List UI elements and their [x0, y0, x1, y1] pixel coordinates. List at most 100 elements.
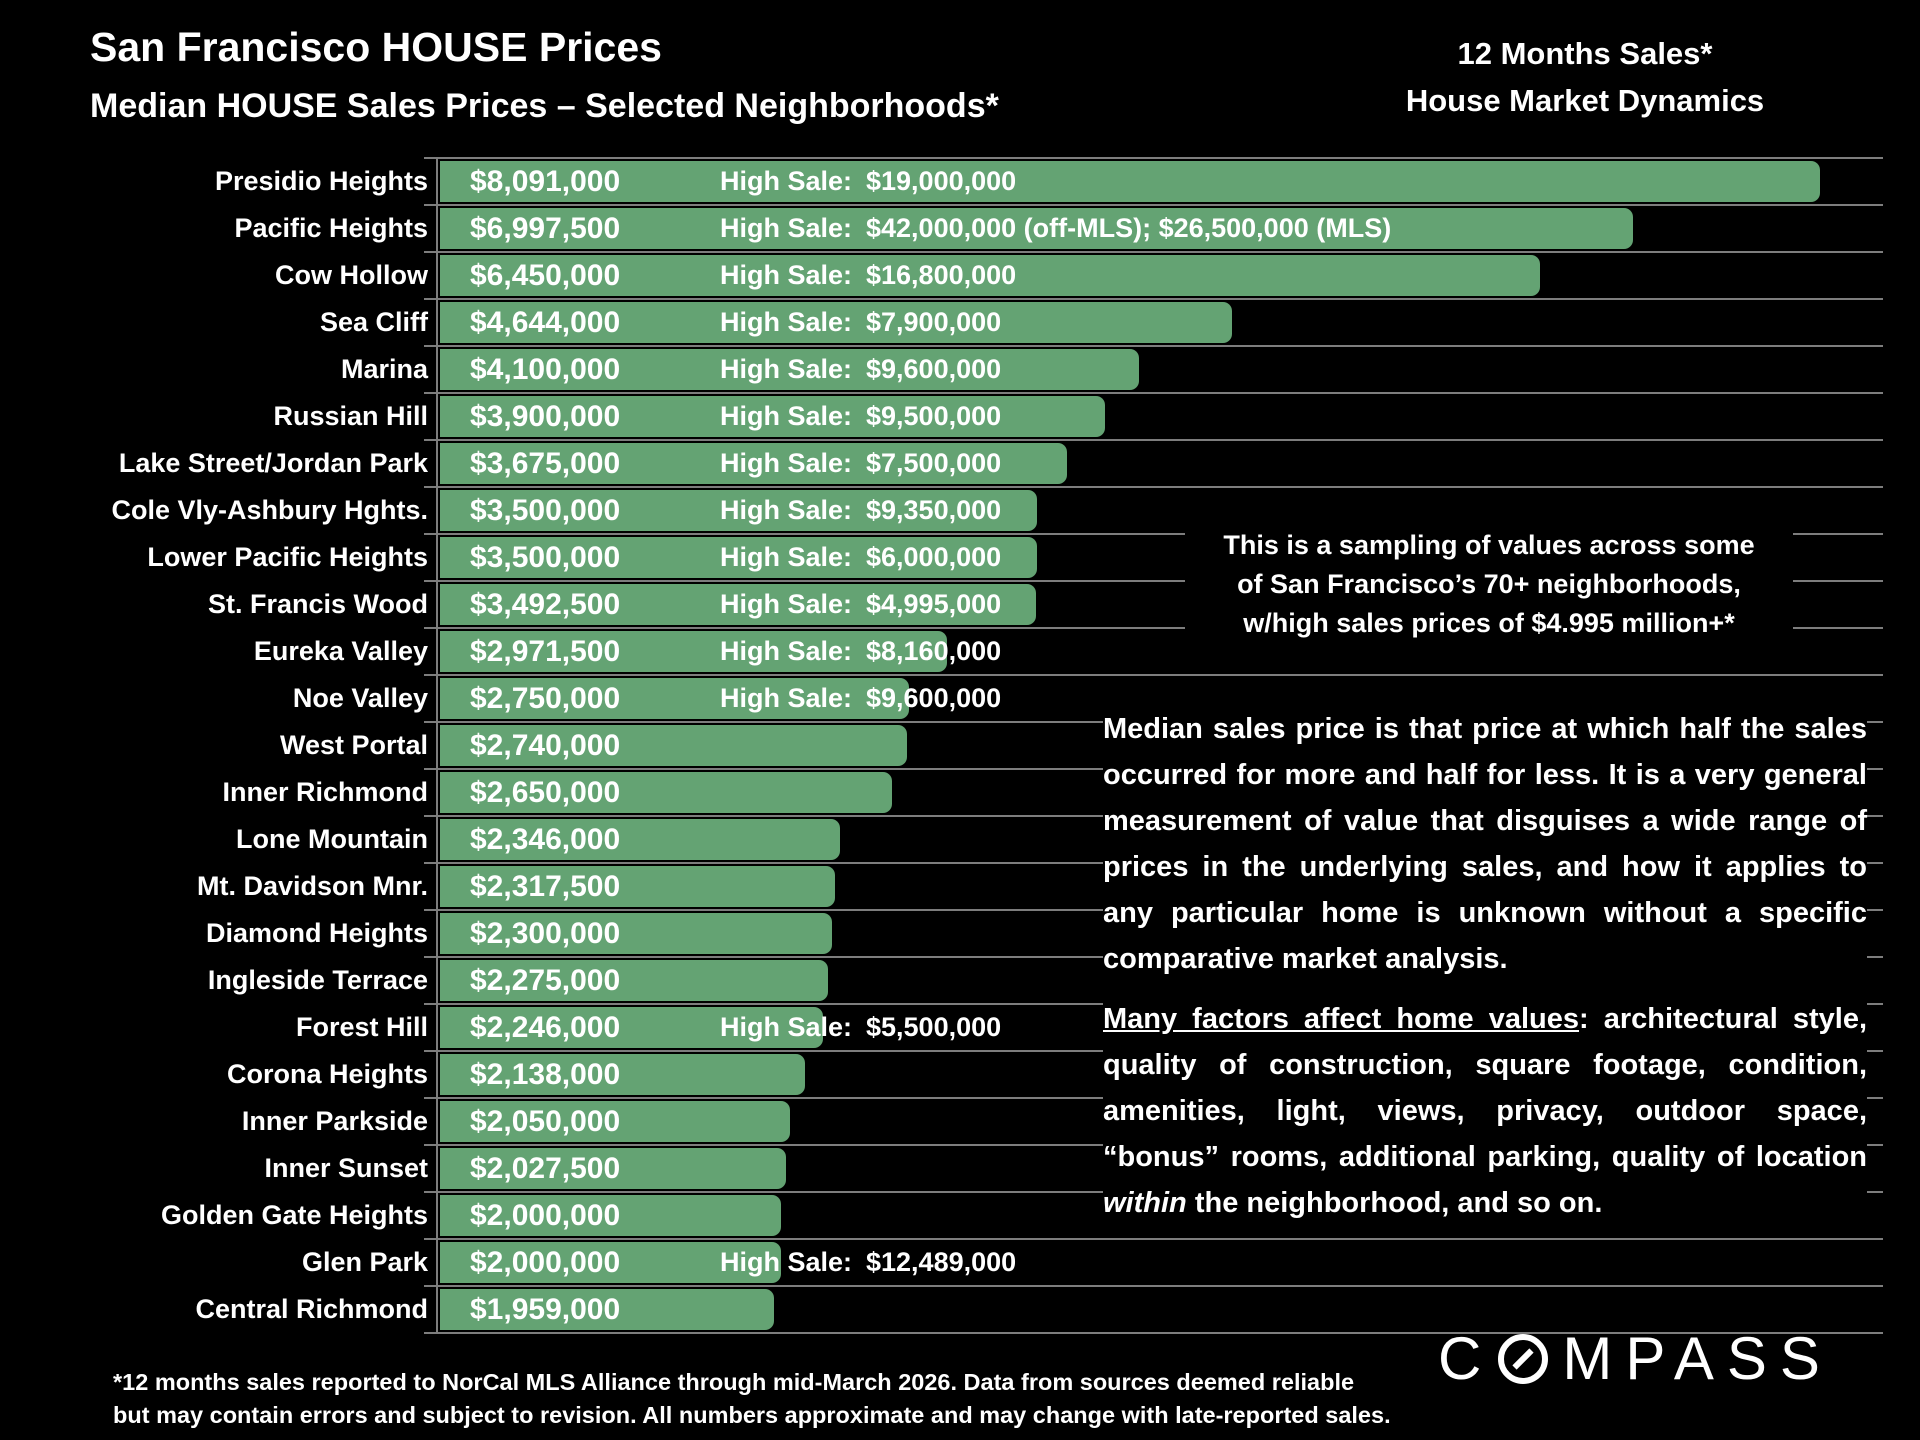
median-price-bar [440, 490, 1037, 531]
median-price-bar [440, 1148, 786, 1189]
compass-needle-icon [1512, 1348, 1534, 1370]
neighborhood-label: Inner Richmond [222, 777, 428, 807]
median-price-value: $2,027,500 [470, 1152, 621, 1185]
compass-logo: C MPASS [1438, 1328, 1833, 1390]
chart-row: Noe Valley $2,750,000 High Sale: $9,600,000 [0, 675, 1920, 722]
median-price-value: $3,500,000 [470, 541, 621, 574]
grid-line [424, 1285, 1883, 1287]
compass-logo-text-before: C [1438, 1325, 1495, 1392]
chart-row: Russian Hill $3,900,000 High Sale: $9,500,0… [0, 393, 1920, 440]
median-price-value: $8,091,000 [470, 165, 621, 198]
chart-row: Lower Pacific Heights $3,500,000 High Sale… [0, 534, 1920, 581]
median-price-value: $2,138,000 [470, 1058, 621, 1091]
neighborhood-label: Mt. Davidson Mnr. [196, 871, 428, 901]
header-right-line1: 12 Months Sales* [1457, 36, 1713, 71]
median-price-bar [440, 302, 1232, 343]
factors-note-rest2: the neighborhood, and so on. [1186, 1187, 1603, 1219]
high-sale-amount: $7,900,000 [866, 307, 1002, 337]
page-subtitle: Median HOUSE Sales Prices – Selected Nei… [90, 87, 999, 125]
grid-line [424, 533, 1883, 535]
grid-line [424, 204, 1883, 206]
high-sale-amount: $9,600,000 [866, 683, 1002, 713]
median-price-value: $2,300,000 [470, 917, 621, 950]
grid-line [424, 1238, 1883, 1240]
high-sale-amount: $19,000,000 [866, 166, 1017, 196]
median-price-value: $2,275,000 [470, 964, 621, 997]
neighborhood-label: Lone Mountain [236, 824, 428, 854]
median-price-bar [440, 960, 828, 1001]
median-price-value: $2,246,000 [470, 1011, 621, 1044]
median-price-value: $2,346,000 [470, 823, 621, 856]
high-sale-amount: $16,800,000 [866, 260, 1017, 290]
median-price-bar [440, 584, 1036, 625]
median-price-value: $2,650,000 [470, 776, 621, 809]
median-price-bar [440, 1289, 774, 1330]
chart-row: Lake Street/Jordan Park $3,675,000 High Sa… [0, 440, 1920, 487]
median-price-bar [440, 1007, 823, 1048]
median-price-bar [440, 866, 835, 907]
neighborhood-label: Inner Parkside [241, 1106, 428, 1136]
median-price-bar [440, 208, 1633, 249]
high-sale-amount: $8,160,000 [866, 636, 1002, 666]
title-block: San Francisco HOUSE Prices Median HOUSE … [90, 24, 999, 126]
chart-row: West Portal $2,740,000 [0, 722, 1920, 769]
high-sale-amount: $5,500,000 [866, 1012, 1002, 1042]
median-price-value: $3,492,500 [470, 588, 621, 621]
median-price-bar [440, 537, 1037, 578]
header-right-line2: House Market Dynamics [1405, 83, 1765, 118]
high-sale-prefix: High Sale: [720, 683, 853, 713]
footnote-line2: but may contain errors and subject to re… [113, 1402, 1391, 1428]
median-price-value: $2,740,000 [470, 729, 621, 762]
sampling-note-line1: This is a sampling of values across some [1223, 530, 1755, 560]
median-price-bar [440, 396, 1105, 437]
chart-row: Diamond Heights $2,300,000 [0, 910, 1920, 957]
high-sale-prefix: High Sale: [720, 1247, 853, 1277]
median-price-value: $4,644,000 [470, 306, 621, 339]
median-price-value: $3,500,000 [470, 494, 621, 527]
median-price-bar [440, 1101, 790, 1142]
grid-line [424, 1332, 1883, 1334]
chart-row: Forest Hill $2,246,000 High Sale: $5,500,00… [0, 1004, 1920, 1051]
category-axis-line [436, 157, 438, 1334]
neighborhood-label: Sea Cliff [319, 307, 428, 337]
sampling-note-line3: w/high sales prices of $4.995 million+* [1243, 608, 1735, 638]
chart-row: Central Richmond $1,959,000 [0, 1286, 1920, 1333]
high-sale-amount: $42,000,000 (off-MLS); $26,500,000 (MLS) [866, 213, 1392, 243]
high-sale-amount: $9,350,000 [866, 495, 1002, 525]
chart-row: Eureka Valley $2,971,500 High Sale: $8,160,… [0, 628, 1920, 675]
high-sale-prefix: High Sale: [720, 260, 853, 290]
high-sale-amount: $4,995,000 [866, 589, 1002, 619]
chart-row: Inner Richmond $2,650,000 [0, 769, 1920, 816]
neighborhood-label: Ingleside Terrace [207, 965, 428, 995]
chart-row: St. Francis Wood $3,492,500 High Sale: $4,9… [0, 581, 1920, 628]
neighborhood-label: Eureka Valley [253, 636, 428, 666]
median-price-bar [440, 631, 947, 672]
median-price-bar [440, 772, 892, 813]
median-price-value: $2,000,000 [470, 1246, 621, 1279]
chart-row: Sea Cliff $4,644,000 High Sale: $7,900,000 [0, 299, 1920, 346]
high-sale-prefix: High Sale: [720, 354, 853, 384]
grid-line [424, 251, 1883, 253]
chart-row: Mt. Davidson Mnr. $2,317,500 [0, 863, 1920, 910]
median-price-value: $4,100,000 [470, 353, 621, 386]
high-sale-prefix: High Sale: [720, 307, 853, 337]
neighborhood-label: Marina [340, 354, 428, 384]
footnote-line1: *12 months sales reported to NorCal MLS … [113, 1369, 1355, 1395]
median-price-value: $3,900,000 [470, 400, 621, 433]
neighborhood-label: Forest Hill [295, 1012, 428, 1042]
median-price-bar [440, 349, 1139, 390]
chart-row: Cole Vly-Ashbury Hghts. $3,500,000 High Sa… [0, 487, 1920, 534]
median-price-value: $3,675,000 [470, 447, 621, 480]
median-price-bar [440, 443, 1067, 484]
grid-line [424, 345, 1883, 347]
grid-line [424, 627, 1883, 629]
high-sale-amount: $12,489,000 [866, 1247, 1017, 1277]
neighborhood-label: Lower Pacific Heights [147, 542, 428, 572]
neighborhood-label: Noe Valley [292, 683, 428, 713]
neighborhood-label: Diamond Heights [205, 918, 428, 948]
grid-line [424, 486, 1883, 488]
chart-row: Glen Park $2,000,000 High Sale: $12,489,000 [0, 1239, 1920, 1286]
footnote: *12 months sales reported to NorCal MLS … [113, 1366, 1391, 1432]
compass-o-icon [1498, 1334, 1549, 1384]
